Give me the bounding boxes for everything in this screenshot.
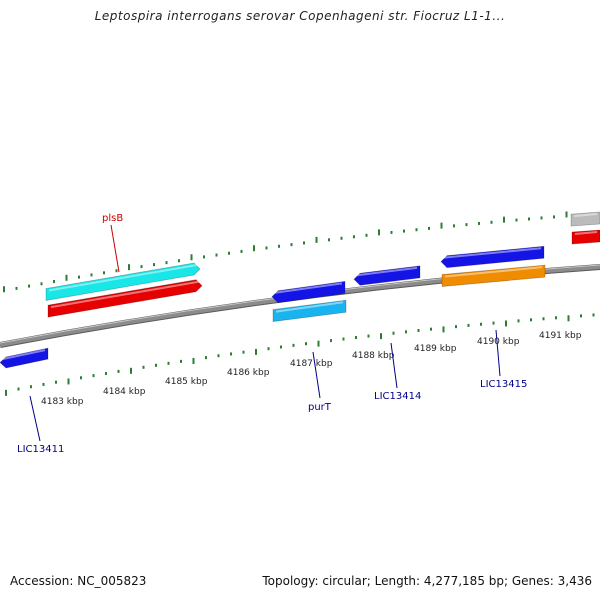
purT-arrow-lightblue — [272, 299, 347, 323]
gene-arrow-body — [271, 280, 346, 304]
genome-title: Leptospira interrogans serovar Copenhage… — [94, 9, 506, 23]
genome-summary-text: Topology: circular; Length: 4,277,185 bp… — [262, 574, 592, 588]
gene-arrow-shine — [573, 213, 598, 218]
scale-label: 4189 kbp — [414, 344, 457, 354]
edge-grey — [570, 211, 600, 227]
gene-arrow-body — [0, 347, 49, 369]
gene-arrow-shine — [48, 264, 198, 292]
gene-label-lic13415: LIC13415 — [480, 379, 527, 390]
gene-label-lic13411: LIC13411 — [17, 444, 64, 455]
label-layer: 4183 kbp 4184 kbp 4185 kbp 4186 kbp 4187 kbp… — [17, 213, 582, 455]
gene-arrow-shine — [443, 247, 542, 259]
gene-label-lic13414: LIC13414 — [374, 391, 421, 402]
lic13414-arrow — [353, 265, 421, 286]
gene-arrow-shine — [50, 280, 200, 309]
scale-label: 4188 kbp — [352, 351, 395, 361]
scale-label: 4184 kbp — [103, 387, 146, 397]
gene-arrow-body — [440, 245, 545, 269]
leader-line-lic13411 — [29, 395, 41, 442]
leader-lines — [29, 224, 501, 442]
gene-label-purt: purT — [308, 402, 332, 413]
gene-arrow-body — [571, 229, 600, 245]
gene-arrow-shine — [444, 266, 543, 278]
scale-label: 4190 kbp — [477, 337, 520, 347]
feature-layer — [0, 211, 600, 369]
purT-arrow-blue — [271, 280, 346, 304]
gene-arrow-body — [441, 264, 546, 287]
gene-arrow-shine — [574, 231, 598, 236]
gene-arrow-body — [45, 262, 201, 301]
scale-label: 4187 kbp — [290, 359, 333, 369]
gene-arrow-shine — [2, 349, 46, 360]
gene-arrow-body — [570, 211, 600, 227]
gene-arrow-body — [272, 299, 347, 323]
plsB-arrow-red — [47, 279, 203, 318]
gene-arrow-shine — [275, 301, 344, 313]
leader-line-lic13414 — [390, 342, 398, 389]
leader-line-lic13415 — [495, 329, 501, 377]
scale-label: 4183 kbp — [41, 397, 84, 407]
gene-arrow-body — [353, 265, 421, 286]
accession-text: Accession: NC_005823 — [10, 574, 147, 588]
gene-arrow-body — [47, 279, 203, 318]
gene-arrow-shine — [274, 282, 343, 294]
scale-label: 4186 kbp — [227, 368, 270, 378]
gene-label-plsb: plsB — [102, 213, 123, 224]
edge-red — [571, 229, 600, 245]
scale-label: 4185 kbp — [165, 377, 208, 387]
lic13415-arrow-blue — [440, 245, 545, 269]
plsB-arrow-cyan — [45, 262, 201, 301]
leader-line-plsb — [110, 224, 120, 273]
scale-label: 4191 kbp — [539, 331, 582, 341]
gene-arrow-shine — [356, 266, 418, 277]
inner-tick-ring — [5, 313, 595, 396]
outer-tick-ring — [3, 211, 593, 293]
lic13415-arrow-orange — [441, 264, 546, 287]
leader-line-purt — [312, 351, 321, 399]
lic13411-arrow — [0, 347, 49, 369]
